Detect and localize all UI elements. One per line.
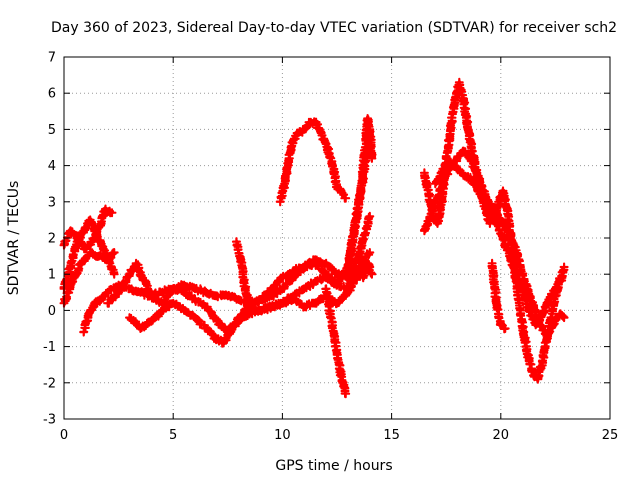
x-tick-label: 0 <box>60 428 68 443</box>
chart-title: Day 360 of 2023, Sidereal Day-to-day VTE… <box>51 20 617 36</box>
x-axis-label: GPS time / hours <box>275 458 392 474</box>
x-tick-label: 5 <box>169 428 177 443</box>
y-tick-label: 4 <box>48 159 56 174</box>
series-arc-14 <box>430 157 569 341</box>
y-tick-label: 5 <box>48 123 56 138</box>
y-tick-label: 2 <box>48 232 56 247</box>
x-tick-label: 10 <box>274 428 291 443</box>
y-tick-label: -1 <box>43 340 56 355</box>
y-tick-label: 3 <box>48 195 56 210</box>
x-tick-label: 25 <box>602 428 619 443</box>
series-arc-8 <box>321 284 351 399</box>
y-tick-label: 6 <box>48 87 56 102</box>
y-axis-ticks: -3 -2 -1 0 1 2 3 4 5 6 7 <box>43 51 610 428</box>
x-tick-label: 20 <box>493 428 510 443</box>
y-axis-label: SDTVAR / TECUs <box>6 181 22 296</box>
y-tick-label: -2 <box>43 376 56 391</box>
y-tick-label: -3 <box>43 413 56 428</box>
y-tick-label: 1 <box>48 268 56 283</box>
series-arc-9 <box>275 117 351 207</box>
series-arc-15 <box>487 258 510 334</box>
y-tick-label: 7 <box>48 51 56 66</box>
x-axis-ticks: 0 5 10 15 20 25 <box>60 57 618 443</box>
series-arc-7 <box>231 237 375 316</box>
series-arc-10 <box>343 114 377 272</box>
y-tick-label: 0 <box>48 304 56 319</box>
data-series <box>59 77 569 399</box>
x-tick-label: 15 <box>383 428 400 443</box>
series-arc-11 <box>358 258 377 283</box>
